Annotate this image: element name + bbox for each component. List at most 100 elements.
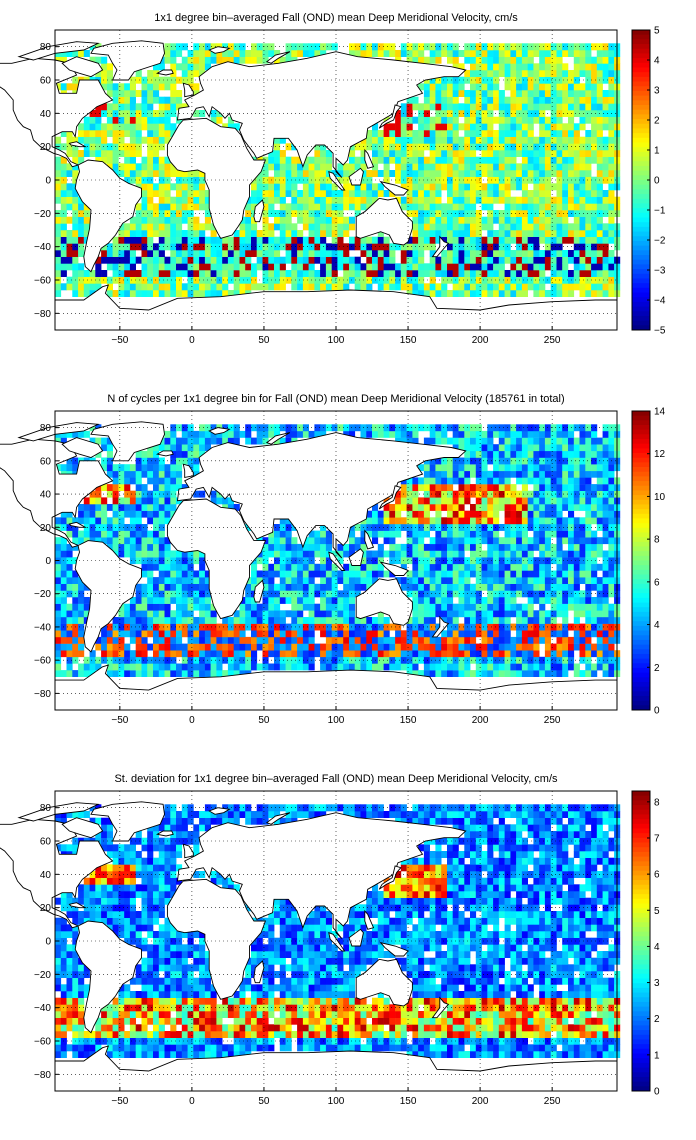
data-cell	[447, 170, 454, 177]
data-cell	[591, 216, 598, 224]
data-cell	[591, 210, 598, 217]
data-cell	[423, 90, 430, 97]
data-cell	[539, 130, 546, 137]
data-cell	[464, 583, 471, 591]
data-cell	[337, 650, 344, 658]
data-cell	[481, 196, 488, 204]
data-cell	[112, 510, 119, 518]
data-cell	[550, 250, 557, 257]
data-cell	[464, 270, 471, 277]
data-cell	[527, 50, 534, 57]
data-cell	[423, 76, 430, 84]
data-cell	[279, 530, 286, 538]
data-cell	[418, 590, 425, 598]
data-cell	[176, 290, 183, 297]
data-cell	[487, 110, 494, 117]
data-cell	[504, 610, 511, 618]
data-cell	[493, 444, 500, 452]
data-cell	[302, 183, 309, 191]
data-cell	[435, 424, 442, 432]
data-cell	[331, 230, 338, 237]
data-cell	[452, 203, 459, 211]
data-cell	[95, 437, 102, 445]
data-cell	[118, 130, 125, 137]
data-cell	[181, 570, 188, 578]
data-cell	[135, 537, 142, 545]
data-cell	[544, 610, 551, 618]
data-cell	[106, 470, 113, 478]
data-cell	[498, 123, 505, 131]
data-cell	[239, 223, 246, 231]
data-cell	[308, 530, 315, 538]
data-cell	[78, 510, 85, 518]
data-cell	[493, 504, 500, 511]
data-cell	[227, 663, 234, 671]
data-cell	[199, 663, 206, 671]
data-cell	[475, 663, 482, 671]
data-cell	[550, 283, 557, 291]
data-cell	[262, 270, 269, 277]
data-cell	[527, 497, 534, 505]
data-cell	[423, 196, 430, 204]
data-cell	[72, 290, 79, 297]
data-cell	[106, 670, 113, 677]
data-cell	[89, 283, 96, 291]
data-cell	[544, 643, 551, 651]
data-cell	[170, 276, 177, 284]
data-cell	[262, 50, 269, 57]
data-cell	[452, 670, 459, 677]
data-cell	[556, 263, 563, 271]
data-cell	[464, 643, 471, 651]
data-cell	[343, 223, 350, 231]
data-cell	[147, 83, 154, 91]
data-cell	[389, 130, 396, 137]
data-cell	[573, 263, 580, 271]
data-cell	[441, 163, 448, 171]
colorbar-step	[632, 72, 650, 78]
data-cell	[533, 444, 540, 452]
data-cell	[596, 190, 603, 197]
data-cell	[389, 643, 396, 651]
data-cell	[412, 230, 419, 237]
data-cell	[383, 263, 390, 271]
data-cell	[268, 597, 275, 604]
data-cell	[441, 216, 448, 224]
data-cell	[429, 570, 436, 578]
data-cell	[458, 510, 465, 518]
data-cell	[423, 223, 430, 231]
data-cell	[406, 196, 413, 204]
data-cell	[608, 203, 615, 211]
data-cell	[158, 603, 165, 611]
data-cell	[210, 430, 217, 438]
data-cell	[510, 136, 517, 144]
data-cell	[314, 550, 321, 558]
data-cell	[372, 517, 379, 525]
data-cell	[481, 156, 488, 164]
data-cell	[349, 643, 356, 651]
data-cell	[447, 50, 454, 57]
data-cell	[331, 263, 338, 271]
data-cell	[533, 256, 540, 264]
data-cell	[487, 663, 494, 671]
data-cell	[400, 270, 407, 277]
data-cell	[510, 530, 517, 538]
data-cell	[239, 243, 246, 251]
data-cell	[360, 630, 367, 638]
data-cell	[585, 250, 592, 257]
data-cell	[521, 96, 528, 104]
data-cell	[164, 270, 171, 277]
data-cell	[435, 590, 442, 598]
data-cell	[400, 263, 407, 271]
data-cell	[147, 537, 154, 545]
data-cell	[153, 190, 160, 197]
data-cell	[60, 223, 67, 231]
data-cell	[274, 263, 281, 271]
data-cell	[66, 517, 73, 525]
data-cell	[383, 530, 390, 538]
data-cell	[141, 230, 148, 237]
data-cell	[204, 290, 211, 297]
data-cell	[245, 603, 252, 611]
data-cell	[193, 550, 200, 558]
data-cell	[366, 623, 373, 631]
data-cell	[521, 424, 528, 432]
